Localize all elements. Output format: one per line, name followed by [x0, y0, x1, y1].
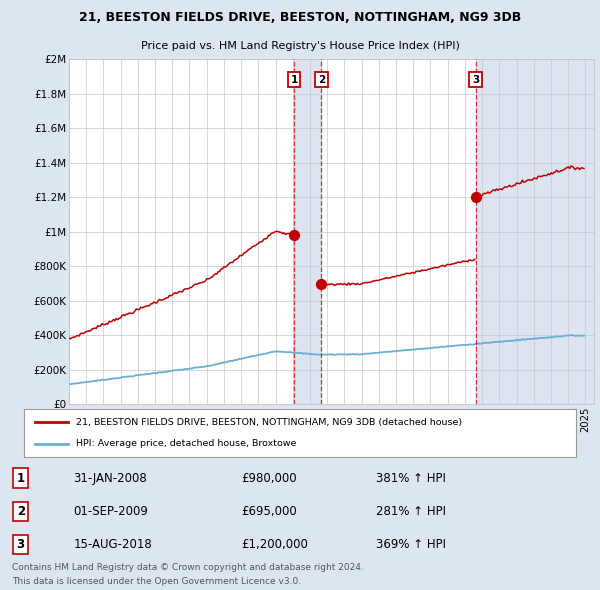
Text: This data is licensed under the Open Government Licence v3.0.: This data is licensed under the Open Gov…	[12, 577, 301, 586]
Text: £980,000: £980,000	[241, 472, 297, 485]
Text: 01-SEP-2009: 01-SEP-2009	[74, 505, 148, 518]
Bar	[476, 59, 594, 404]
Text: 381% ↑ HPI: 381% ↑ HPI	[376, 472, 446, 485]
Text: HPI: Average price, detached house, Broxtowe: HPI: Average price, detached house, Brox…	[76, 439, 297, 448]
Bar	[294, 59, 322, 404]
Text: 3: 3	[472, 74, 479, 84]
Text: 1: 1	[17, 472, 25, 485]
Text: 1: 1	[290, 74, 298, 84]
Text: 369% ↑ HPI: 369% ↑ HPI	[376, 538, 446, 551]
Point	[317, 280, 326, 289]
Text: Price paid vs. HM Land Registry's House Price Index (HPI): Price paid vs. HM Land Registry's House …	[140, 41, 460, 51]
Point	[471, 192, 481, 202]
Text: 281% ↑ HPI: 281% ↑ HPI	[376, 505, 446, 518]
Text: 21, BEESTON FIELDS DRIVE, BEESTON, NOTTINGHAM, NG9 3DB (detached house): 21, BEESTON FIELDS DRIVE, BEESTON, NOTTI…	[76, 418, 463, 427]
Text: 15-AUG-2018: 15-AUG-2018	[74, 538, 152, 551]
Text: 2: 2	[17, 505, 25, 518]
Text: 31-JAN-2008: 31-JAN-2008	[74, 472, 148, 485]
Text: £695,000: £695,000	[241, 505, 297, 518]
Text: Contains HM Land Registry data © Crown copyright and database right 2024.: Contains HM Land Registry data © Crown c…	[12, 563, 364, 572]
Text: £1,200,000: £1,200,000	[241, 538, 308, 551]
Text: 3: 3	[17, 538, 25, 551]
Point	[289, 230, 299, 240]
Text: 2: 2	[318, 74, 325, 84]
Text: 21, BEESTON FIELDS DRIVE, BEESTON, NOTTINGHAM, NG9 3DB: 21, BEESTON FIELDS DRIVE, BEESTON, NOTTI…	[79, 11, 521, 24]
